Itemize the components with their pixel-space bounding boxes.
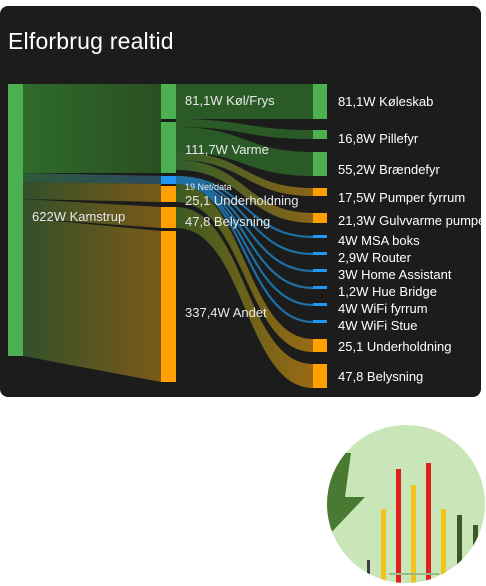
flow-source-andet xyxy=(23,218,161,382)
source-label: 622W Kamstrup xyxy=(32,209,125,224)
energy-bars-logo-icon xyxy=(327,425,485,583)
device-label-braendefyr: 55,2W Brændefyr xyxy=(338,162,441,177)
node-group-net xyxy=(161,176,176,184)
device-label-homeassistant: 3W Home Assistant xyxy=(338,267,452,282)
source-flows xyxy=(23,84,161,382)
flow-source-belysning xyxy=(23,199,161,228)
flow-belysning xyxy=(176,207,313,388)
flow-source-kol xyxy=(23,84,161,119)
node-source-kamstrup xyxy=(8,84,23,356)
flow-net-msa xyxy=(175,175,314,239)
flow-kol-koleskab xyxy=(176,84,313,119)
card-title: Elforbrug realtid xyxy=(8,28,174,54)
node-group-varme xyxy=(161,122,176,173)
device-label-wifi-stue: 4W WiFi Stue xyxy=(338,318,417,333)
node-device-belysning xyxy=(313,364,327,388)
node-group-andet xyxy=(161,231,176,382)
flow-net-homeassistant xyxy=(175,178,314,273)
device-labels: 81,1W Køleskab 16,8W Pillefyr 55,2W Bræn… xyxy=(338,94,481,384)
flow-underholdning xyxy=(176,184,313,352)
group-label-andet: 337,4W Andet xyxy=(185,305,267,320)
node-group-belysning xyxy=(161,207,176,228)
flow-net-wifi-fyrrum xyxy=(175,180,314,307)
device-label-underholdning: 25,1 Underholdning xyxy=(338,339,451,354)
flow-source-underholdning xyxy=(23,182,161,202)
node-device-wifi-fyrrum xyxy=(313,303,327,306)
device-label-pillefyr: 16,8W Pillefyr xyxy=(338,131,419,146)
node-device-koleskab xyxy=(313,84,327,119)
group-nodes xyxy=(161,84,176,382)
flow-source-net xyxy=(23,173,161,184)
device-label-gulvvarme: 21,3W Gulvvarme pumpe xyxy=(338,213,481,228)
group-label-net: 19 Net/data xyxy=(185,182,232,192)
flow-net-hue xyxy=(175,179,314,290)
device-label-belysning: 47,8 Belysning xyxy=(338,369,423,384)
node-group-kol xyxy=(161,84,176,119)
device-label-msa: 4W MSA boks xyxy=(338,233,420,248)
group-labels: 81,1W Køl/Frys 111,7W Varme 19 Net/data … xyxy=(185,93,298,320)
node-device-pillefyr xyxy=(313,130,327,139)
group-flows xyxy=(175,84,314,388)
flow-varme-braendefyr xyxy=(176,127,313,176)
device-label-pumper: 17,5W Pumper fyrrum xyxy=(338,190,465,205)
node-device-underholdning xyxy=(313,339,327,352)
node-group-underholdning xyxy=(161,186,176,202)
flow-net-router xyxy=(175,177,314,256)
node-device-router xyxy=(313,252,327,255)
group-label-kol: 81,1W Køl/Frys xyxy=(185,93,275,108)
node-device-gulvvarme xyxy=(313,213,327,223)
flow-net-wifi-stue xyxy=(175,181,314,324)
flow-varme-pumper xyxy=(176,152,313,196)
device-label-router: 2,9W Router xyxy=(338,250,412,265)
node-device-wifi-stue xyxy=(313,320,327,323)
flow-varme-gulvvarme xyxy=(176,160,313,223)
sankey-diagram: 622W Kamstrup 81,1W Køl/Frys 111,7W Varm… xyxy=(8,84,481,388)
node-device-braendefyr xyxy=(313,152,327,176)
energy-sankey-card: Elforbrug realtid xyxy=(0,6,481,397)
device-label-koleskab: 81,1W Køleskab xyxy=(338,94,433,109)
node-device-pumper xyxy=(313,188,327,196)
node-device-homeassistant xyxy=(313,269,327,272)
node-device-hue xyxy=(313,286,327,289)
group-label-belysning: 47,8 Belysning xyxy=(185,214,270,229)
device-label-hue: 1,2W Hue Bridge xyxy=(338,284,437,299)
node-device-msa xyxy=(313,235,327,238)
device-nodes xyxy=(313,84,327,388)
flow-varme-pillefyr xyxy=(176,119,313,139)
device-label-wifi-fyrrum: 4W WiFi fyrrum xyxy=(338,301,428,316)
flow-source-varme xyxy=(23,119,161,173)
group-label-underholdning: 25,1 Underholdning xyxy=(185,193,298,208)
group-label-varme: 111,7W Varme xyxy=(185,142,269,157)
